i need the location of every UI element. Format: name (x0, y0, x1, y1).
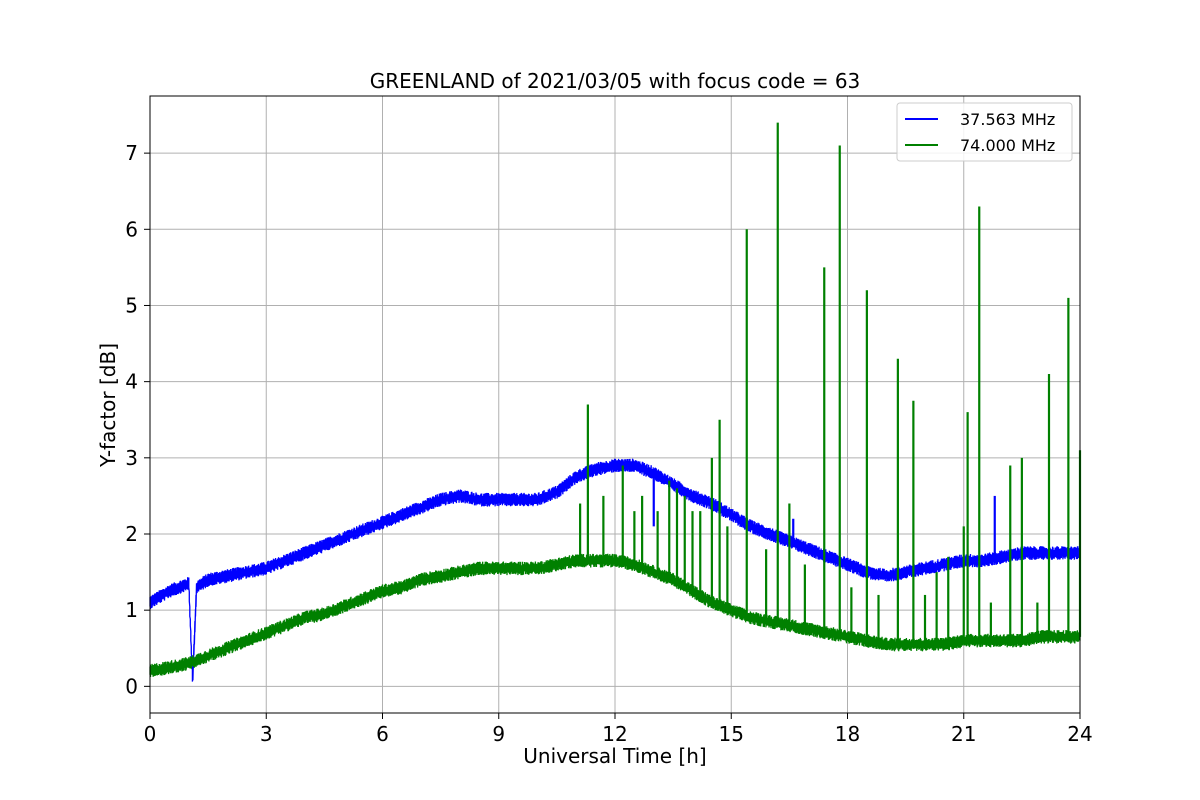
y-tick-label: 0 (125, 674, 138, 698)
x-tick-label: 18 (835, 722, 860, 746)
x-tick-label: 21 (951, 722, 976, 746)
x-tick-label: 12 (602, 722, 627, 746)
series-line (149, 458, 1081, 682)
chart-title: GREENLAND of 2021/03/05 with focus code … (370, 69, 861, 93)
legend-label-74mhz: 74.000 MHz (960, 136, 1055, 155)
series-0 (149, 458, 1081, 682)
x-tick-label: 0 (144, 722, 157, 746)
series-line (149, 553, 1081, 678)
x-tick-label: 24 (1067, 722, 1092, 746)
y-axis-label: Y-factor [dB] (96, 343, 120, 468)
y-tick-label: 4 (125, 370, 138, 394)
y-tick-label: 5 (125, 293, 138, 317)
series-layer (149, 122, 1082, 682)
y-tick-label: 7 (125, 141, 138, 165)
x-tick-label: 15 (719, 722, 744, 746)
x-axis-label: Universal Time [h] (523, 744, 706, 768)
x-tick-label: 3 (260, 722, 273, 746)
legend: 37.563 MHz 74.000 MHz (896, 102, 1073, 162)
series-1 (149, 122, 1082, 678)
legend-label-37mhz: 37.563 MHz (960, 110, 1055, 129)
legend-box (896, 102, 1073, 162)
plot-area (149, 95, 1082, 714)
x-axis-ticks: 0 3 6 9 12 15 18 21 24 (144, 713, 1093, 746)
y-tick-label: 3 (125, 446, 138, 470)
y-tick-label: 2 (125, 522, 138, 546)
y-tick-label: 1 (125, 598, 138, 622)
x-tick-label: 6 (376, 722, 389, 746)
x-tick-label: 9 (492, 722, 505, 746)
y-tick-label: 6 (125, 217, 138, 241)
y-axis-ticks: 0 1 2 3 4 5 6 7 (125, 141, 150, 698)
